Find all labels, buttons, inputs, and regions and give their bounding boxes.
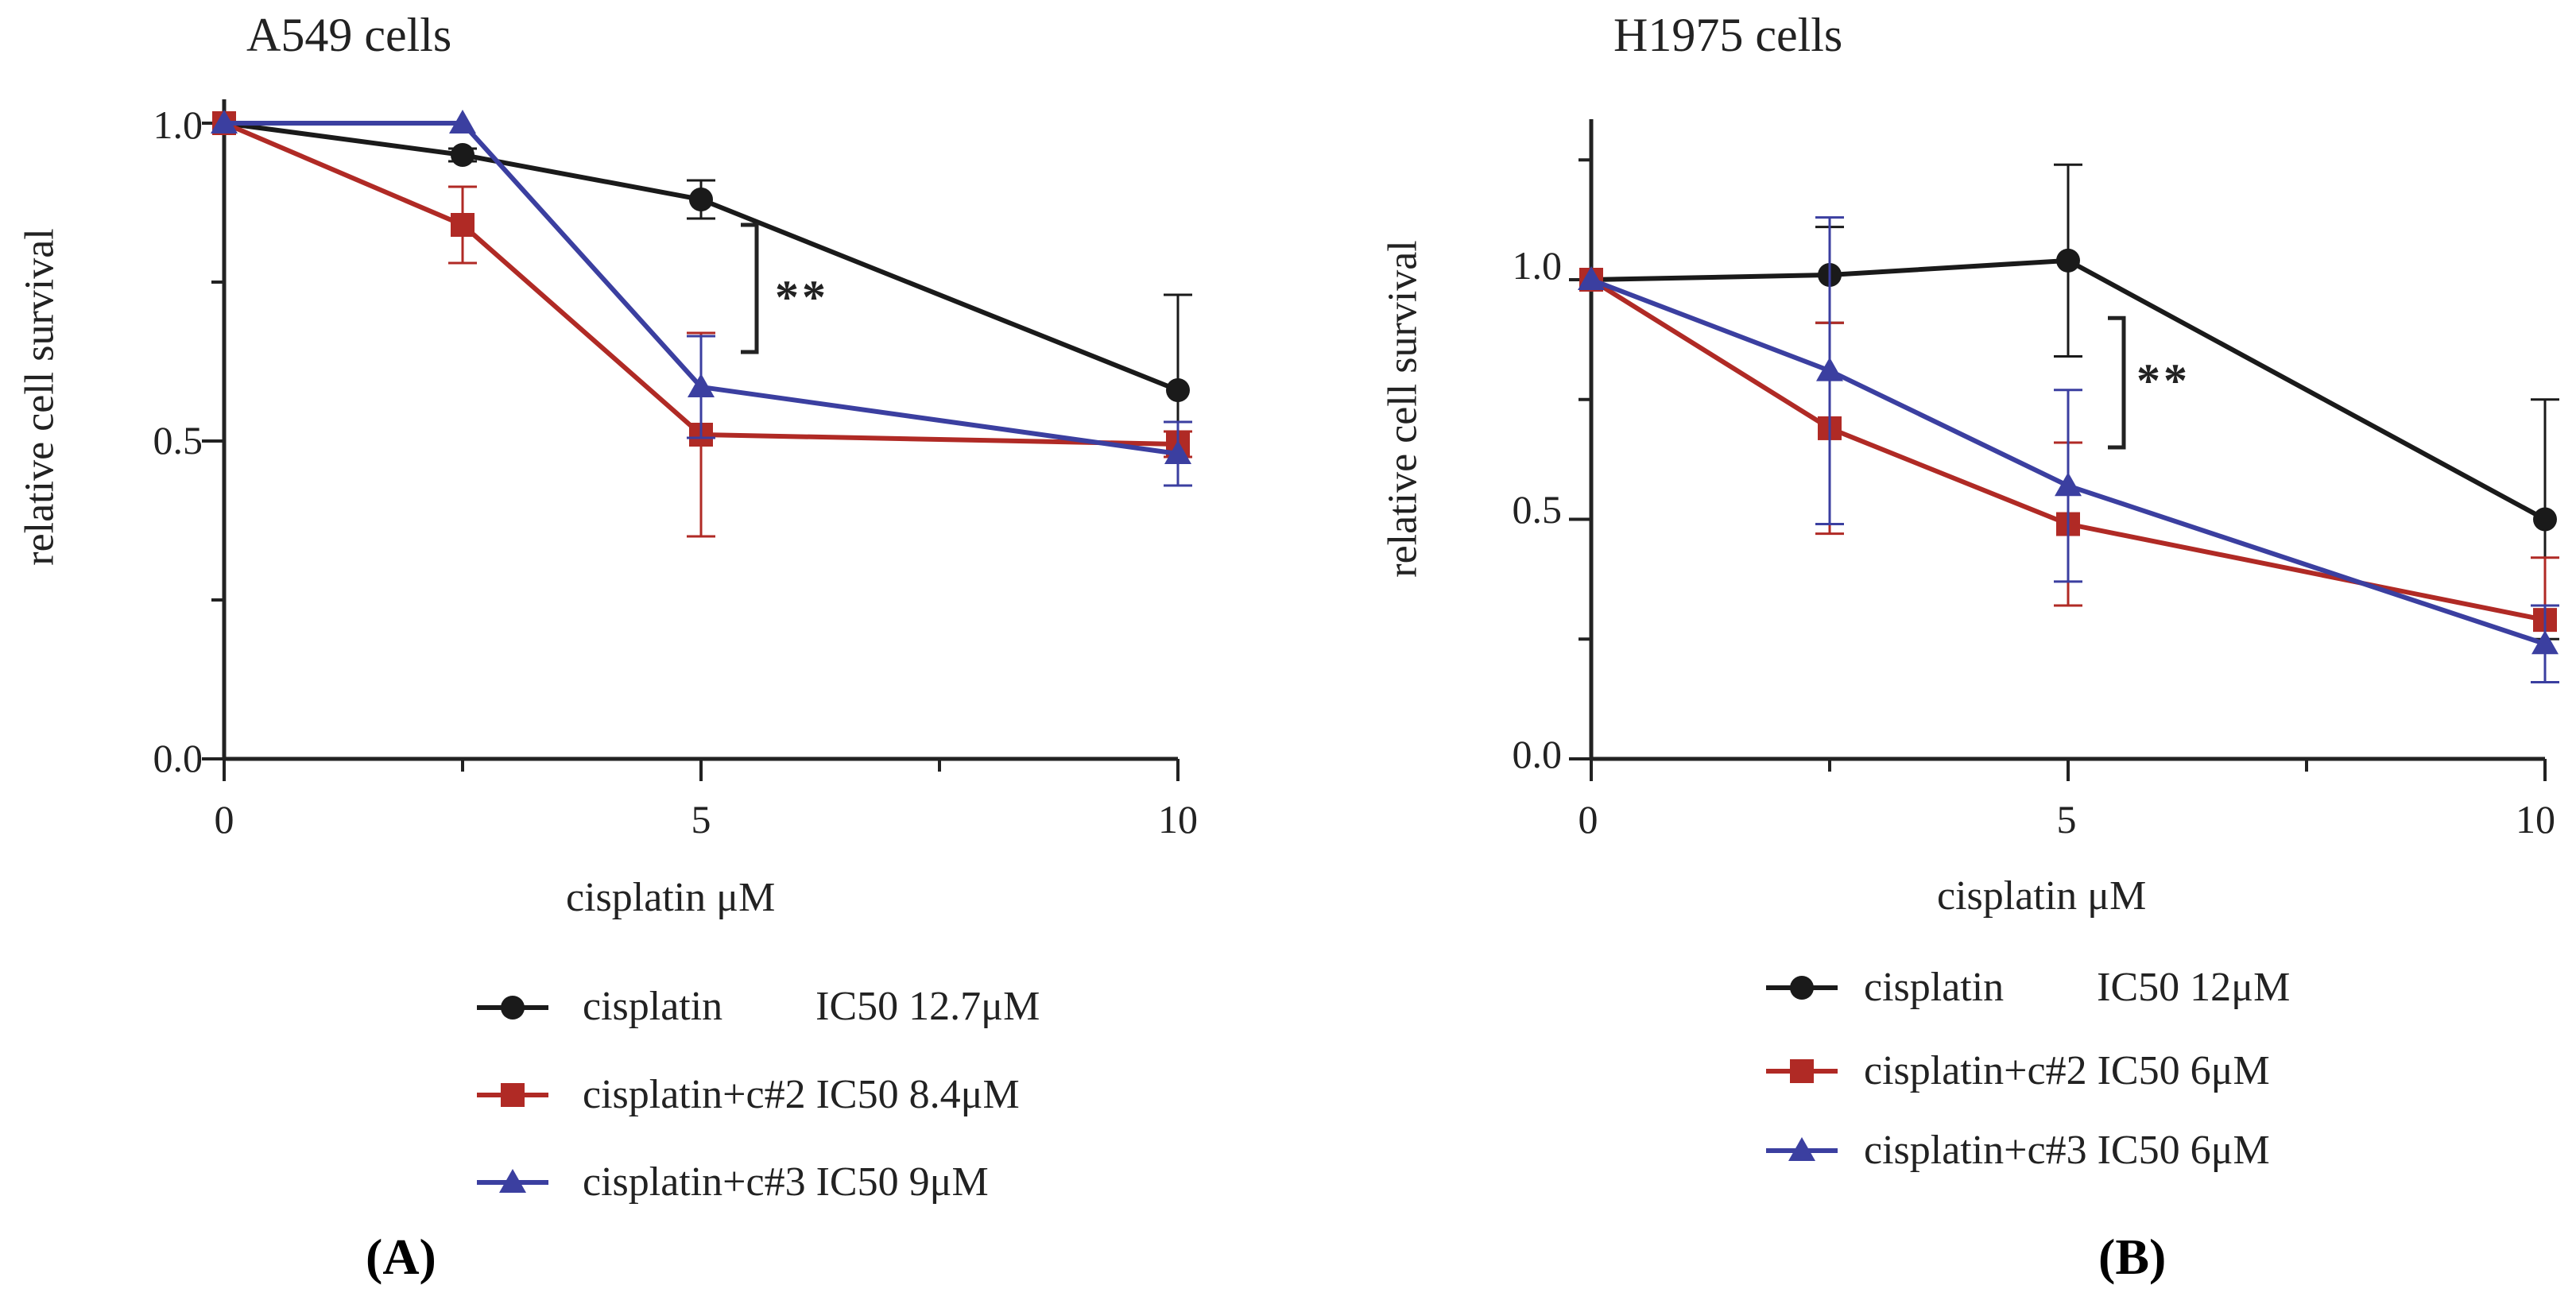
chart-a-xtick: 5 [691, 797, 711, 842]
chart-a-legend-marker [501, 1083, 525, 1107]
chart-a-data-point [449, 110, 476, 133]
chart-b-significance-bracket [2108, 315, 2126, 450]
chart-b-data-point [1578, 266, 1605, 290]
chart-b-xlabel: cisplatin μM [1937, 873, 2147, 919]
chart-b-panel-label: (B) [2098, 1229, 2167, 1285]
chart-b-legend-marker [1788, 1137, 1815, 1161]
chart-a-series-line [223, 121, 1179, 447]
chart-b-ytick: 0.0 [1512, 732, 1563, 776]
chart-a-title: A549 cells [246, 9, 452, 61]
chart-a-data-point [1166, 378, 1190, 402]
chart-a-panel-label: (A) [366, 1229, 436, 1285]
chart-a-legend-label: cisplatin IC50 12.7μM [583, 984, 1040, 1029]
chart-a-series-line [224, 121, 1179, 456]
chart-a-legend-marker [499, 1169, 526, 1193]
chart-a-xtick: 0 [214, 797, 234, 842]
chart-a-data-point [451, 213, 475, 237]
chart-b-legend-label: cisplatin IC50 12μM [1864, 965, 2291, 1010]
chart-b-xtick: 0 [1578, 797, 1598, 842]
chart-b-data-point [2533, 507, 2557, 532]
chart-b-legend-label: cisplatin+c#3 IC50 6μM [1864, 1128, 2270, 1173]
chart-a-significance: ** [775, 271, 829, 323]
chart-b-legend-label: cisplatin+c#2 IC50 6μM [1864, 1048, 2270, 1093]
chart-b-data-point [2531, 630, 2559, 655]
chart-b-legend-marker [1790, 1059, 1814, 1083]
chart-a-ytick: 0.5 [153, 418, 203, 462]
chart-a-legend-label: cisplatin+c#3 IC50 9μM [583, 1159, 989, 1205]
chart-b-ytick: 0.5 [1512, 487, 1563, 532]
chart-a-data-point [688, 373, 715, 397]
chart-b-series-line [1590, 277, 2546, 647]
chart-a-data-point [689, 188, 713, 211]
chart-b-xtick: 10 [2516, 797, 2555, 842]
chart-b-data-point [2056, 248, 2080, 273]
chart-a-xlabel: cisplatin μM [566, 875, 776, 920]
chart-b-series-line [1590, 277, 2546, 623]
chart-b-data-point [1816, 357, 1843, 381]
chart-b-title: H1975 cells [1613, 9, 1843, 61]
chart-a-legend-label: cisplatin+c#2 IC50 8.4μM [583, 1072, 1020, 1117]
chart-a-significance-bracket [741, 222, 759, 354]
chart-b-data-point [2055, 472, 2082, 497]
chart-a-xtick: 10 [1158, 797, 1198, 842]
chart-a-data-point [451, 143, 475, 167]
chart-b-ytick: 1.0 [1512, 243, 1563, 288]
chart-a-data-point [1164, 440, 1191, 464]
chart-a-series-line [223, 121, 1180, 393]
chart-a-legend-marker [501, 996, 525, 1020]
chart-b-series-line [1590, 257, 2547, 522]
chart-a-data-point [211, 110, 238, 133]
chart-a-ytick: 1.0 [153, 103, 203, 147]
chart-b-legend-marker [1790, 976, 1814, 1000]
chart-b-xtick: 5 [2056, 797, 2077, 842]
chart-b-significance: ** [2136, 354, 2191, 407]
chart-a-ytick: 0.0 [153, 736, 203, 780]
